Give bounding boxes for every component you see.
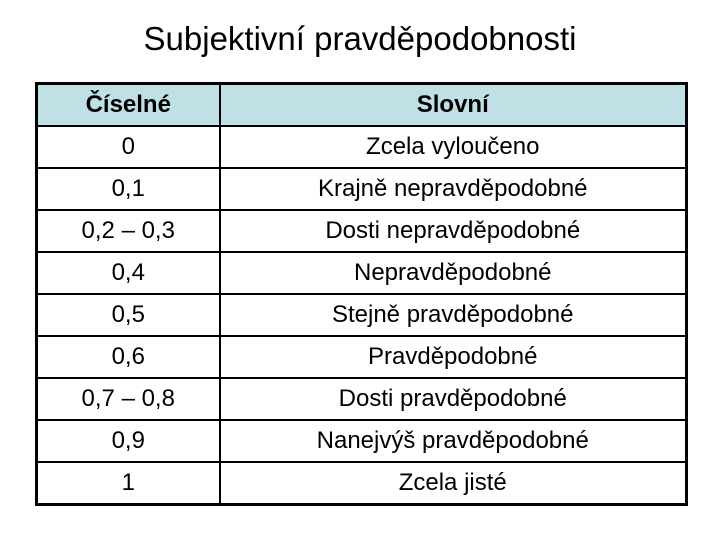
table-row: 0,7 – 0,8 Dosti pravděpodobné: [35, 377, 688, 421]
verbal-cell: Zcela vyloučeno: [218, 125, 688, 169]
column-header-numeric: Číselné: [35, 82, 221, 127]
numeric-cell: 0,4: [35, 251, 221, 295]
column-header-verbal: Slovní: [218, 82, 688, 127]
verbal-cell: Zcela jisté: [218, 461, 688, 506]
table-row: 0,2 – 0,3 Dosti nepravděpodobné: [35, 209, 688, 253]
numeric-cell: 0,5: [35, 293, 221, 337]
numeric-cell: 0,6: [35, 335, 221, 379]
numeric-cell: 0,7 – 0,8: [35, 377, 221, 421]
numeric-cell: 1: [35, 461, 221, 506]
page-title: Subjektivní pravděpodobnosti: [143, 20, 577, 57]
table-row: 0,9 Nanejvýš pravděpodobné: [35, 419, 688, 463]
verbal-cell: Krajně nepravděpodobné: [218, 167, 688, 211]
verbal-cell: Nepravděpodobné: [218, 251, 688, 295]
table-row: 0 Zcela vyloučeno: [35, 125, 688, 169]
verbal-cell: Nanejvýš pravděpodobné: [218, 419, 688, 463]
numeric-cell: 0,9: [35, 419, 221, 463]
table-row: 1 Zcela jisté: [35, 461, 688, 506]
numeric-cell: 0,2 – 0,3: [35, 209, 221, 253]
verbal-cell: Stejně pravděpodobné: [218, 293, 688, 337]
verbal-cell: Dosti nepravděpodobné: [218, 209, 688, 253]
probability-table: Číselné Slovní 0 Zcela vyloučeno 0,1 Kra…: [35, 82, 688, 506]
verbal-cell: Pravděpodobné: [218, 335, 688, 379]
verbal-cell: Dosti pravděpodobné: [218, 377, 688, 421]
table-row: 0,5 Stejně pravděpodobné: [35, 293, 688, 337]
numeric-cell: 0,1: [35, 167, 221, 211]
table-header-row: Číselné Slovní: [35, 82, 688, 127]
table-row: 0,6 Pravděpodobné: [35, 335, 688, 379]
numeric-cell: 0: [35, 125, 221, 169]
table-row: 0,1 Krajně nepravděpodobné: [35, 167, 688, 211]
table-row: 0,4 Nepravděpodobné: [35, 251, 688, 295]
